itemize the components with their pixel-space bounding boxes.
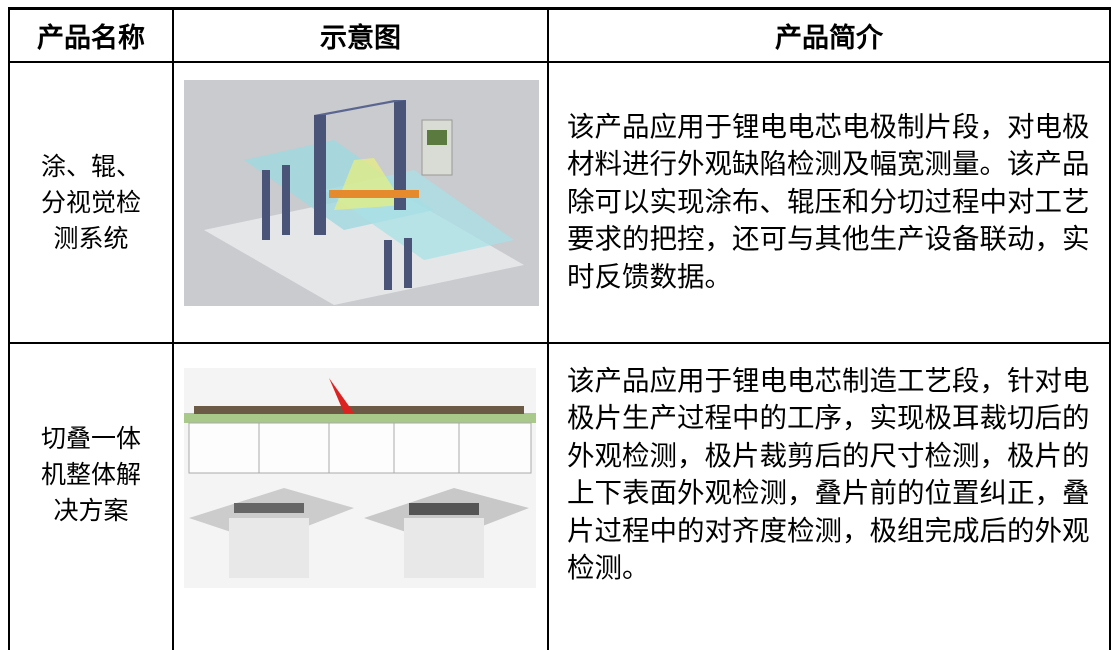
- border: [547, 7, 549, 650]
- text-line: 该产品应用于锂电电芯电极制片段，对电极: [567, 110, 1090, 143]
- illustration: [184, 368, 536, 588]
- description-cell: 该产品应用于锂电电芯制造工艺段，针对电 极片生产过程中的工序，实现极耳裁切后的 外观…: [567, 344, 1107, 606]
- border: [8, 7, 10, 650]
- header-cell: 产品简介: [775, 23, 883, 54]
- border: [8, 7, 1111, 10]
- border: [8, 61, 1111, 63]
- border: [1109, 7, 1111, 650]
- illustration: [184, 80, 539, 306]
- text-line: 切叠一体: [40, 424, 141, 453]
- name-cell: 涂、辊、分视觉检测系统: [10, 63, 172, 342]
- text-line: 机整体解: [40, 460, 141, 489]
- text-line: 片过程中的对齐度检测，极组完成后的外观: [567, 514, 1090, 547]
- text-line: 涂、辊、: [40, 151, 141, 181]
- text-line: 该产品应用于锂电电芯制造工艺段，针对电: [567, 364, 1090, 397]
- description-cell: 该产品应用于锂电电芯电极制片段，对电极 材料进行外观缺陷检测及幅宽测量。该产品 除可…: [567, 63, 1107, 342]
- text-line: 外观检测，极片裁剪后的尺寸检测，极片的: [567, 439, 1090, 472]
- text-line: 材料进行外观缺陷检测及幅宽测量。该产品: [567, 148, 1090, 181]
- text-line: 要求的把控，还可与其他生产设备联动，实: [567, 223, 1090, 256]
- text-line: 检测。: [567, 552, 650, 584]
- border: [172, 7, 174, 650]
- text-line: 除可以实现涂布、辊压和分切过程中对工艺: [567, 185, 1090, 218]
- text-line: 极片生产过程中的工序，实现极耳裁切后的: [567, 402, 1090, 434]
- name-cell: 切叠一体机整体解决方案: [10, 344, 172, 606]
- text-line: 测系统: [53, 223, 129, 253]
- border: [8, 342, 1111, 344]
- text-line: 分视觉检: [40, 187, 141, 217]
- text-line: 上下表面外观检测，叠片前的位置纠正，叠: [567, 477, 1090, 509]
- header-cell: 产品名称: [37, 23, 145, 54]
- header-cell: 示意图: [320, 23, 401, 54]
- text-line: 时反馈数据。: [567, 260, 732, 293]
- text-line: 决方案: [53, 496, 129, 525]
